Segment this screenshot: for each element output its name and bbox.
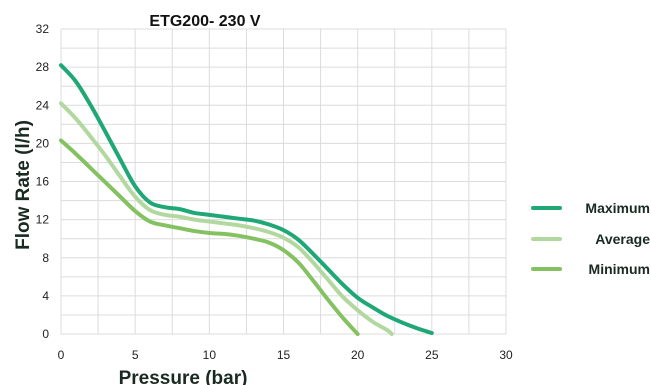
x-tick-labels: 0 5 10 15 20 25 30 — [58, 348, 513, 362]
y-tick-label: 24 — [36, 98, 50, 112]
y-tick-label: 4 — [42, 289, 49, 303]
legend-label-maximum: Maximum — [585, 200, 650, 216]
y-tick-label: 0 — [42, 327, 49, 341]
y-axis-label: Flow Rate (l/h) — [13, 120, 34, 250]
series-line-minimum — [59, 138, 360, 336]
y-tick-labels: 0 4 8 12 16 20 24 28 32 — [36, 22, 50, 341]
x-tick-label: 30 — [499, 348, 513, 362]
y-tick-label: 12 — [36, 213, 50, 227]
x-tick-label: 5 — [132, 348, 139, 362]
x-axis-label: Pressure (bar) — [119, 368, 248, 385]
x-tick-label: 15 — [277, 348, 291, 362]
series-line-maximum — [59, 63, 434, 336]
series-lines — [59, 63, 434, 336]
y-tick-label: 32 — [36, 22, 50, 36]
legend-label-average: Average — [595, 231, 650, 247]
chart-title: ETG200- 230 V — [149, 13, 261, 30]
legend-label-minimum: Minimum — [589, 261, 650, 277]
x-tick-label: 0 — [58, 348, 65, 362]
y-tick-label: 28 — [36, 60, 50, 74]
y-tick-label: 8 — [42, 251, 49, 265]
x-tick-label: 10 — [203, 348, 217, 362]
y-tick-label: 16 — [36, 175, 50, 189]
series-line-average — [59, 101, 394, 336]
legend: Maximum Average Minimum — [531, 200, 650, 277]
x-tick-label: 20 — [351, 348, 365, 362]
y-tick-label: 20 — [36, 136, 50, 150]
x-tick-label: 25 — [425, 348, 439, 362]
grid — [60, 28, 507, 335]
